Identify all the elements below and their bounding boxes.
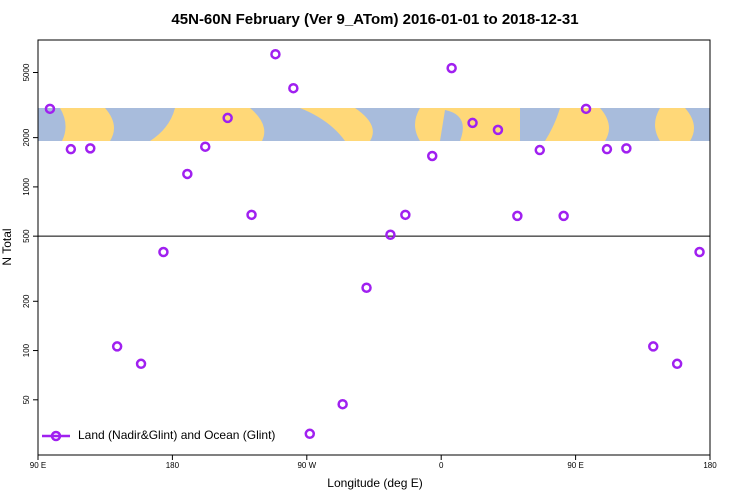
point: [135, 358, 147, 370]
point: [158, 246, 169, 258]
point: [512, 210, 523, 222]
point: [558, 210, 569, 222]
point: [182, 168, 193, 180]
point: [246, 209, 257, 221]
y-axis-label: N Total: [0, 228, 14, 265]
point: [601, 143, 613, 155]
point: [467, 117, 478, 129]
x-tick-label: 90 W: [297, 461, 316, 470]
point: [111, 341, 123, 352]
legend-label: Land (Nadir&Glint) and Ocean (Glint): [78, 428, 275, 442]
point: [492, 124, 504, 136]
point: [222, 112, 233, 124]
point: [400, 209, 411, 221]
point: [44, 103, 56, 115]
point: [580, 103, 592, 115]
y-tick-label: 2000: [22, 128, 31, 146]
point: [200, 141, 211, 152]
point: [270, 48, 281, 60]
x-tick-label: 90 E: [567, 461, 583, 470]
point: [85, 143, 96, 154]
point: [534, 144, 546, 156]
point: [648, 341, 659, 352]
point: [671, 358, 683, 370]
point: [694, 246, 705, 258]
legend-marker: [50, 430, 62, 442]
map-band: [38, 108, 710, 141]
point: [304, 428, 316, 440]
x-axis-label: Longitude (deg E): [327, 476, 422, 490]
y-tick-label: 5000: [22, 63, 31, 81]
x-tick-label: 90 E: [30, 461, 46, 470]
y-tick-label: 200: [22, 294, 31, 308]
x-tick-label: 0: [439, 461, 444, 470]
y-tick-label: 100: [22, 343, 31, 357]
point: [337, 398, 348, 410]
x-tick-label: 180: [166, 461, 180, 470]
point: [426, 150, 438, 162]
point: [446, 62, 457, 74]
y-tick-label: 500: [22, 229, 31, 243]
point: [621, 143, 632, 154]
y-tick-label: 50: [22, 395, 31, 404]
y-tick-label: 1000: [22, 177, 31, 195]
point: [288, 82, 299, 94]
plot-frame: [37, 39, 711, 456]
x-tick-label: 180: [703, 461, 717, 470]
point: [65, 143, 77, 155]
point: [385, 229, 396, 241]
chart-title: 45N-60N February (Ver 9_ATom) 2016-01-01…: [171, 11, 578, 28]
point: [361, 282, 372, 293]
